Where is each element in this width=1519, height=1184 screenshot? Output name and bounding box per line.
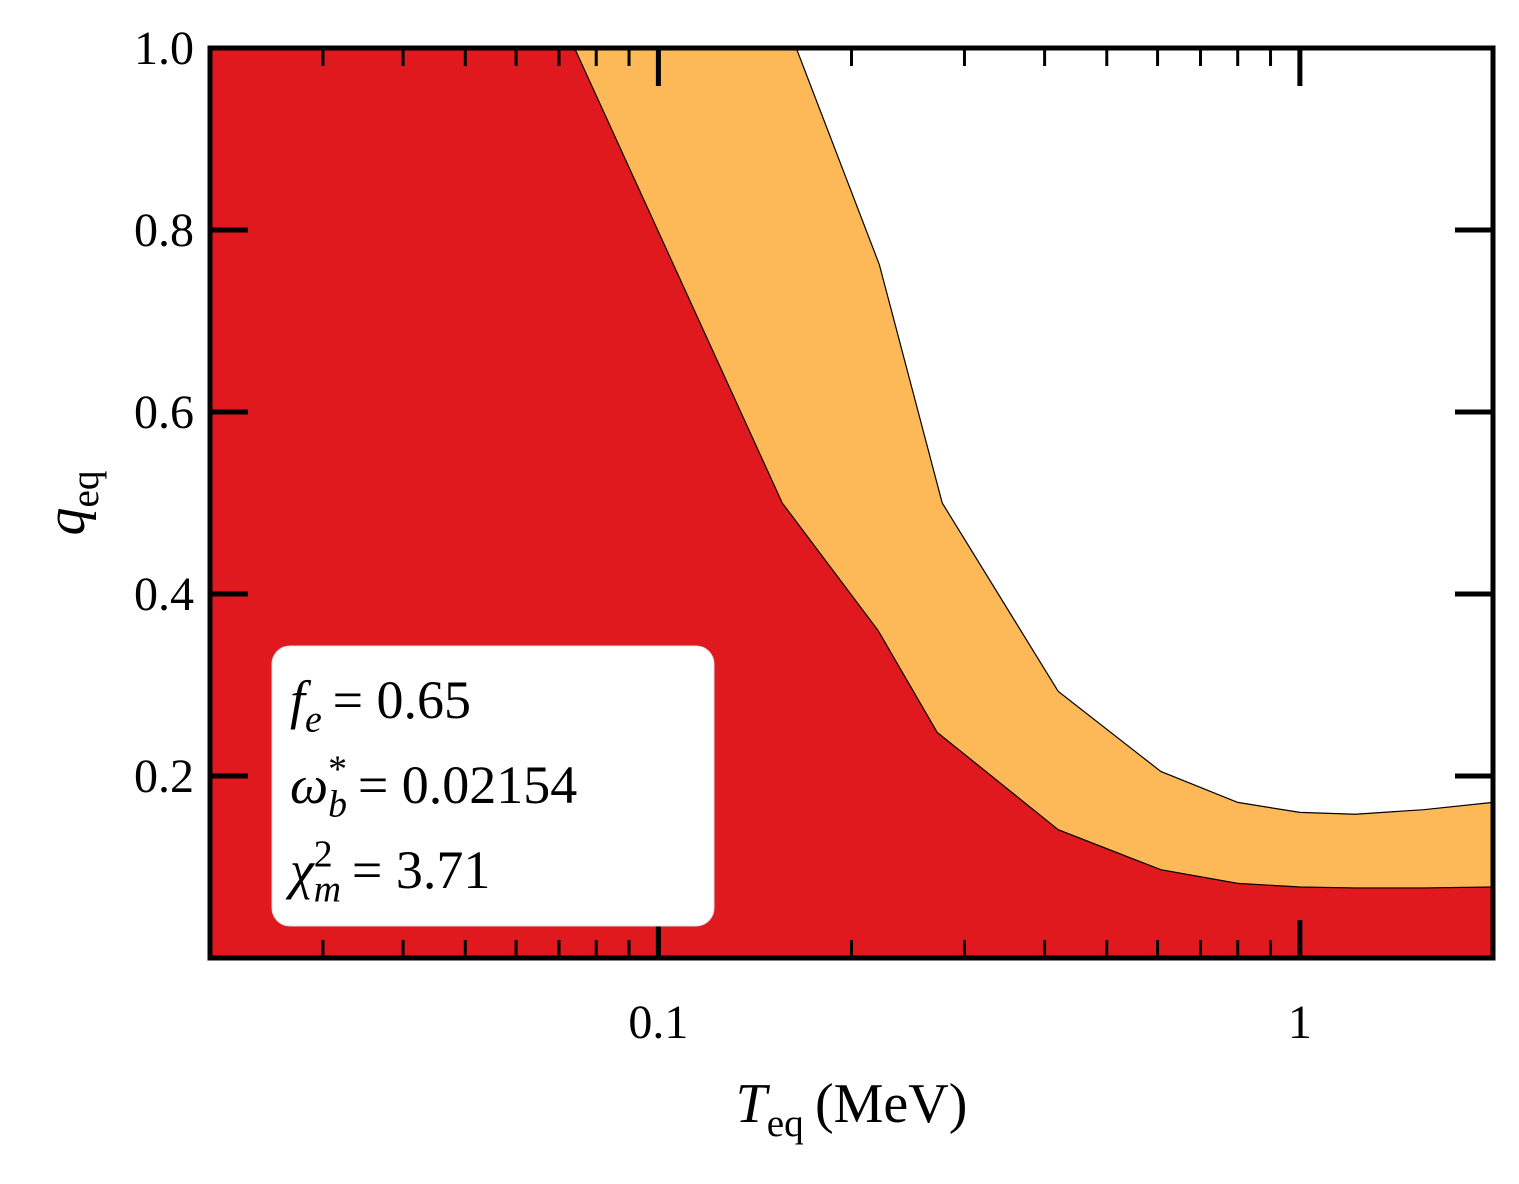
annotation-sub: e xyxy=(305,699,322,741)
y-tick-label: 0.4 xyxy=(134,568,194,621)
annotation-sup: 2 xyxy=(314,833,333,875)
annotation-sub: m xyxy=(314,869,341,911)
y-tick-label: 0.8 xyxy=(134,204,194,257)
y-axis-label-symbol: q xyxy=(35,508,97,536)
annotation-sub: b xyxy=(328,784,347,826)
annotation-symbol: χ xyxy=(285,840,315,900)
annotation-sup: * xyxy=(328,748,347,790)
y-axis-label-sub: eq xyxy=(64,471,107,508)
x-axis-label-symbol: T xyxy=(736,1073,771,1135)
x-axis-label-sub: eq xyxy=(767,1102,804,1145)
y-tick-label: 0.2 xyxy=(134,750,194,803)
annotation: χ2 m = 3.71 xyxy=(285,833,490,910)
x-axis-label-text: (MeV) xyxy=(815,1073,967,1135)
annotation-box xyxy=(271,645,715,927)
area-edge xyxy=(210,48,1493,815)
area-edge xyxy=(210,48,1493,889)
y-axis-label: qeq xyxy=(35,471,107,536)
annotation-text: = 0.65 xyxy=(333,670,471,730)
x-axis-label: Teq (MeV) xyxy=(736,1073,968,1145)
y-tick-label: 0.6 xyxy=(134,386,194,439)
annotation-symbol: ω xyxy=(290,755,328,815)
annotation-text: = 3.71 xyxy=(352,840,490,900)
x-tick-label: 0.1 xyxy=(628,996,688,1049)
annotation: fe = 0.65 xyxy=(290,670,471,741)
annotation: ω* b = 0.02154 xyxy=(290,748,577,825)
x-tick-label: 1 xyxy=(1288,996,1312,1049)
y-tick-label: 1.0 xyxy=(134,22,194,75)
annotation-text: = 0.02154 xyxy=(358,755,577,815)
